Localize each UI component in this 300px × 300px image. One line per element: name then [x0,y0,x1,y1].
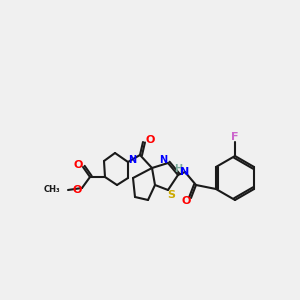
Text: CH₃: CH₃ [44,185,60,194]
Text: N: N [159,155,167,165]
Text: N: N [128,155,136,165]
Text: O: O [72,185,82,195]
Text: S: S [167,190,175,200]
Text: O: O [145,135,155,145]
Text: F: F [231,132,239,142]
Text: H: H [174,164,182,174]
Text: O: O [73,160,83,170]
Text: N: N [180,167,190,177]
Text: O: O [181,196,191,206]
